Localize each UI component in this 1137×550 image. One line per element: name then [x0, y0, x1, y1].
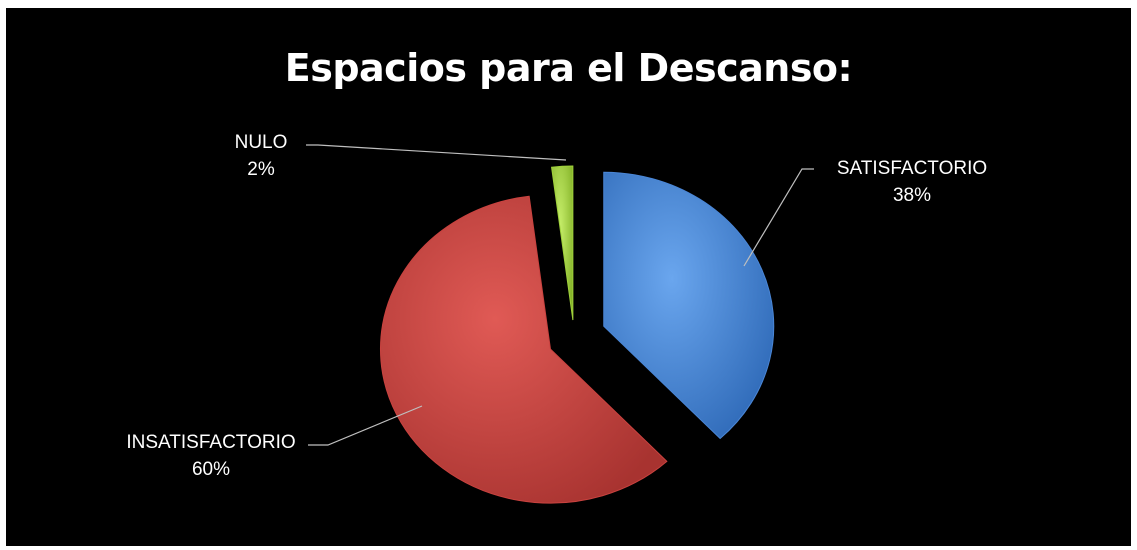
slice-percent-satisfactorio: 38%: [893, 185, 931, 206]
slice-percent-insatisfactorio: 60%: [192, 459, 230, 480]
leader-line-nulo: [306, 144, 567, 161]
slice-label-insatisfactorio: INSATISFACTORIO: [126, 432, 295, 453]
pie-slice-insatisfactorio: [380, 195, 668, 504]
chart-area: Espacios para el Descanso: SATISFACTORIO…: [6, 8, 1131, 546]
pie-slice-satisfactorio: [603, 171, 775, 440]
pie-chart: SATISFACTORIO 38% INSATISFACTORIO 60% NULO 2%: [126, 132, 987, 504]
pie-slice-nulo: [550, 165, 574, 321]
slice-label-nulo: NULO: [235, 132, 288, 153]
leader-line-satisfactorio: [743, 168, 814, 267]
slice-percent-nulo: 2%: [247, 159, 275, 180]
chart-title: Espacios para el Descanso:: [284, 46, 853, 90]
leader-line-insatisfactorio: [308, 405, 423, 446]
slice-label-satisfactorio: SATISFACTORIO: [837, 158, 987, 179]
